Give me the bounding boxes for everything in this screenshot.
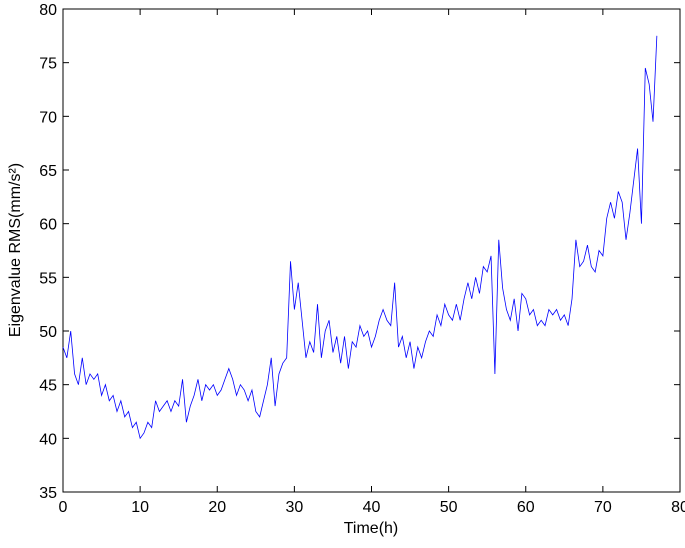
y-tick-label: 40	[39, 431, 57, 448]
y-tick-label: 70	[39, 109, 57, 126]
x-axis-label: Time(h)	[344, 520, 399, 537]
plot-frame	[62, 8, 681, 493]
x-tick-label: 50	[440, 499, 458, 516]
y-tick-label: 45	[39, 378, 57, 395]
data-line	[62, 35, 658, 440]
y-tick-label: 55	[39, 270, 57, 287]
x-tick-label: 70	[594, 499, 612, 516]
y-tick-label: 60	[39, 217, 57, 234]
x-tick-label: 10	[131, 499, 149, 516]
y-tick-label: 75	[39, 56, 57, 73]
y-tick-label: 80	[39, 2, 57, 19]
x-tick-label: 60	[517, 499, 535, 516]
y-tick-label: 35	[39, 485, 57, 502]
x-tick-label: 40	[363, 499, 381, 516]
y-tick-label: 65	[39, 163, 57, 180]
y-axis-label: Eigenvalue RMS(mm/s²)	[7, 163, 24, 337]
x-tick-label: 30	[285, 499, 303, 516]
x-tick-label: 20	[208, 499, 226, 516]
x-tick-label: 80	[671, 499, 685, 516]
y-tick-label: 50	[39, 324, 57, 341]
x-tick-label: 0	[59, 499, 68, 516]
